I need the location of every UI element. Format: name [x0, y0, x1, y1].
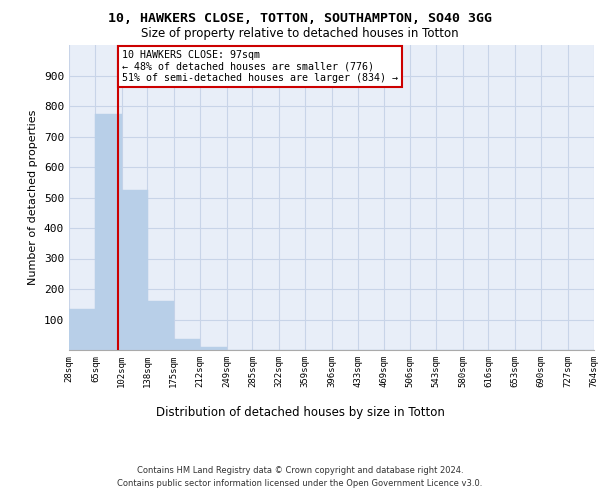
Y-axis label: Number of detached properties: Number of detached properties [28, 110, 38, 285]
Text: 10 HAWKERS CLOSE: 97sqm
← 48% of detached houses are smaller (776)
51% of semi-d: 10 HAWKERS CLOSE: 97sqm ← 48% of detache… [122, 50, 398, 83]
Text: 10, HAWKERS CLOSE, TOTTON, SOUTHAMPTON, SO40 3GG: 10, HAWKERS CLOSE, TOTTON, SOUTHAMPTON, … [108, 12, 492, 26]
Text: Size of property relative to detached houses in Totton: Size of property relative to detached ho… [141, 28, 459, 40]
Text: Distribution of detached houses by size in Totton: Distribution of detached houses by size … [155, 406, 445, 419]
Bar [69, 309, 95, 350]
Bar [200, 347, 227, 350]
Bar [174, 340, 200, 350]
Bar [122, 190, 148, 350]
Bar [95, 114, 122, 350]
Text: Contains HM Land Registry data © Crown copyright and database right 2024.
Contai: Contains HM Land Registry data © Crown c… [118, 466, 482, 487]
Bar [148, 301, 174, 350]
